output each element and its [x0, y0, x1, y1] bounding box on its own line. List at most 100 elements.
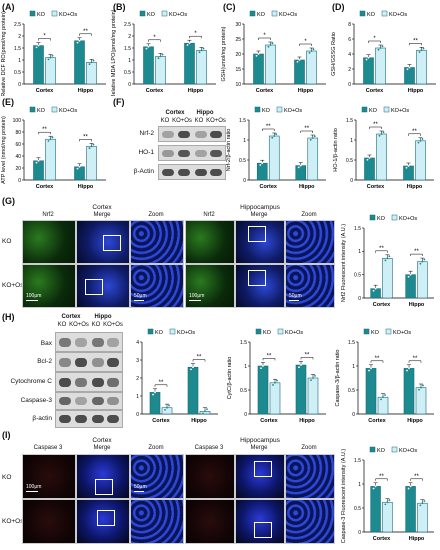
x-tick-label: Cortex — [36, 88, 54, 94]
y-tick-label: 4 — [348, 52, 351, 58]
data-point — [411, 483, 414, 486]
bar-ko — [33, 160, 44, 181]
legend-label-ko: KO — [37, 108, 46, 114]
micro-i-col-label: Zoom — [301, 445, 317, 451]
significance-bracket — [154, 384, 168, 387]
legend-label-koos: KO+Os — [393, 330, 411, 336]
significance-label: ** — [42, 127, 47, 133]
x-tick-label: Hippo — [188, 88, 204, 94]
data-point — [297, 166, 300, 169]
zoom-region-box — [254, 522, 272, 538]
bar-koos — [415, 140, 426, 181]
data-point — [149, 44, 152, 46]
y-tick-label: 1.5 — [354, 458, 361, 464]
data-point — [273, 135, 276, 137]
data-point — [88, 63, 91, 66]
y-tick-label: 80 — [15, 130, 21, 136]
scale-label: 100μm — [26, 484, 42, 490]
data-point — [157, 57, 160, 60]
legend-label-ko: KO — [155, 330, 164, 336]
bar-ko — [370, 486, 381, 533]
chart-legend: KO KO+Os — [359, 10, 407, 18]
data-point — [154, 391, 156, 394]
data-point — [80, 38, 83, 40]
y-axis-label: GSH/GSSG Ratio — [331, 32, 337, 76]
data-point — [386, 257, 389, 260]
legend-swatch-koos — [381, 10, 388, 17]
panel-label-f: (F) — [113, 97, 125, 107]
significance-label: * — [263, 33, 266, 39]
y-tick-label: 1.5 — [348, 340, 355, 346]
micro-g-row-label: KO — [2, 238, 12, 245]
significance-bracket — [368, 40, 381, 43]
bar-ko — [149, 392, 161, 415]
data-point — [419, 504, 422, 507]
y-tick-label: 0 — [18, 82, 21, 88]
data-point — [300, 364, 302, 366]
bar-koos — [45, 138, 56, 181]
y-tick-label: 0 — [243, 178, 246, 184]
bar-koos — [86, 146, 97, 181]
significance-bracket — [375, 250, 388, 253]
data-point — [372, 365, 374, 368]
blot-h-lane: KO — [91, 322, 101, 328]
legend-swatch-koos — [271, 10, 278, 17]
scale-bar — [26, 491, 38, 492]
blot-h-row-label: Caspase-3 — [20, 397, 52, 404]
data-point — [419, 262, 422, 265]
data-point — [202, 412, 204, 415]
y-tick-label: 0 — [352, 412, 355, 418]
blot-band-strip — [55, 352, 123, 372]
x-tick-label: Cortex — [260, 418, 278, 424]
data-point — [369, 55, 372, 57]
data-point — [88, 147, 91, 150]
y-tick-label: 0 — [244, 412, 247, 418]
blot-h-row-label: Cytochrome C — [10, 378, 52, 385]
micrograph: 100μm — [22, 454, 76, 499]
data-point — [145, 47, 148, 50]
legend-swatch-ko — [359, 10, 366, 17]
significance-bracket — [148, 39, 161, 42]
data-point — [370, 367, 372, 370]
micrograph: 50μm — [130, 454, 184, 499]
data-point — [92, 59, 95, 62]
blot-h-group-cortex: Cortex — [61, 314, 81, 320]
micro-g-section-cortex: Cortex — [92, 204, 112, 211]
legend-label-koos: KO+Os — [399, 448, 417, 454]
significance-label: * — [43, 34, 46, 40]
micrograph — [76, 220, 130, 264]
y-tick-label: 0 — [350, 178, 353, 184]
data-point — [417, 141, 420, 144]
scale-label: 50μm — [289, 293, 302, 299]
data-point — [376, 285, 379, 288]
x-tick-label: Cortex — [146, 88, 164, 94]
data-point — [386, 501, 389, 504]
x-tick-label: Hippo — [409, 302, 425, 308]
y-tick-label: 1.5 — [14, 46, 21, 52]
chart-c: KO KO+Os 10 15 20 25 30 GSH(umol/mg protein) Cor… — [221, 10, 326, 94]
bar-ko — [257, 365, 269, 415]
data-point — [76, 41, 79, 44]
x-tick-label: Hippo — [299, 418, 315, 424]
legend-swatch-ko — [147, 328, 154, 335]
data-point — [298, 366, 300, 369]
scale-label: 50μm — [134, 484, 147, 490]
legend-label-koos: KO+Os — [391, 108, 409, 114]
data-point — [261, 162, 264, 165]
blot-f-lane: KO+Os — [172, 118, 192, 124]
bar-ko — [404, 67, 415, 85]
bar-ko — [403, 165, 414, 181]
x-tick-label: Cortex — [36, 184, 54, 190]
bar-ko — [403, 368, 415, 415]
bar-koos — [415, 387, 427, 415]
micro-i-col-label: Merge — [93, 445, 111, 451]
zoom-region-box — [254, 461, 272, 477]
micrograph — [185, 499, 235, 544]
legend-label-koos: KO+Os — [59, 12, 77, 18]
scale-bar — [289, 300, 299, 301]
panel-label-e: (E) — [2, 97, 14, 107]
significance-label: * — [304, 39, 307, 45]
micrograph — [76, 264, 130, 308]
scale-label: 50μm — [134, 293, 147, 299]
x-tick-label: Cortex — [373, 302, 391, 308]
